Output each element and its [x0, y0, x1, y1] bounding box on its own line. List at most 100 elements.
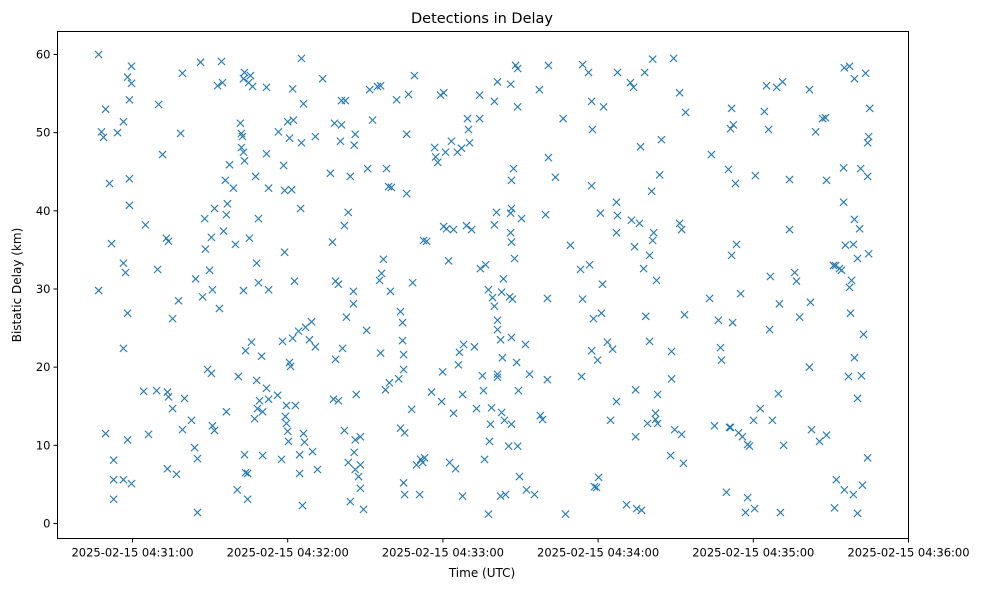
- data-point: [844, 372, 853, 381]
- data-point: [840, 63, 849, 72]
- data-point: [337, 96, 346, 105]
- data-point: [94, 50, 103, 59]
- data-point: [724, 165, 733, 174]
- data-point: [726, 124, 735, 133]
- data-point: [363, 164, 372, 173]
- data-point: [653, 419, 662, 428]
- data-point: [311, 132, 320, 141]
- data-point: [608, 345, 617, 354]
- x-tick-label: 2025-02-15 04:36:00: [847, 546, 969, 560]
- data-point: [847, 276, 856, 285]
- data-point: [398, 318, 407, 327]
- data-point: [277, 455, 286, 464]
- data-point: [99, 133, 108, 142]
- data-point: [246, 71, 255, 80]
- data-point: [213, 81, 222, 90]
- data-point: [336, 137, 345, 146]
- data-point: [645, 337, 654, 346]
- data-point: [247, 338, 256, 347]
- data-point: [101, 105, 110, 114]
- data-point: [818, 114, 827, 123]
- data-point: [626, 78, 635, 87]
- data-point: [280, 248, 289, 257]
- data-point: [846, 309, 855, 318]
- data-point: [508, 295, 517, 304]
- data-point: [340, 221, 349, 230]
- data-point: [454, 360, 463, 369]
- data-point: [241, 468, 250, 477]
- data-point: [305, 335, 314, 344]
- data-point: [458, 390, 467, 399]
- data-point: [486, 420, 495, 429]
- data-point: [264, 285, 273, 294]
- data-point: [839, 198, 848, 207]
- data-point: [521, 340, 530, 349]
- data-point: [396, 307, 405, 316]
- data-point: [577, 372, 586, 381]
- data-point: [655, 170, 664, 179]
- data-point: [296, 204, 305, 213]
- data-point: [193, 454, 202, 463]
- data-point: [163, 464, 172, 473]
- data-point: [481, 260, 490, 269]
- data-point: [622, 500, 631, 509]
- data-point: [294, 327, 303, 336]
- data-point: [330, 119, 339, 128]
- data-point: [506, 228, 515, 237]
- data-point: [725, 423, 734, 432]
- data-point: [109, 475, 118, 484]
- data-point: [490, 302, 499, 311]
- data-point: [856, 164, 865, 173]
- data-point: [430, 143, 439, 152]
- data-point: [606, 416, 615, 425]
- y-tick-label: 50: [36, 126, 51, 140]
- data-point: [178, 69, 187, 78]
- data-point: [732, 240, 741, 249]
- data-point: [566, 241, 575, 250]
- data-point: [651, 409, 660, 418]
- y-axis: 0 10 20 30 40 50 60: [36, 47, 58, 530]
- data-point: [419, 236, 428, 245]
- data-point: [412, 460, 421, 469]
- data-point: [377, 269, 386, 278]
- data-point: [863, 172, 872, 181]
- data-point: [109, 456, 118, 465]
- data-point: [255, 396, 264, 405]
- data-point: [127, 79, 136, 88]
- data-point: [648, 236, 657, 245]
- data-point: [497, 288, 506, 297]
- data-point: [792, 277, 801, 286]
- data-point: [805, 85, 814, 94]
- data-point: [731, 179, 740, 188]
- data-point: [525, 370, 534, 379]
- data-point: [512, 358, 521, 367]
- data-point: [433, 158, 442, 167]
- data-point: [707, 150, 716, 159]
- data-point: [254, 214, 263, 223]
- data-point: [493, 373, 502, 382]
- data-point: [768, 416, 777, 425]
- plot-frame: [57, 31, 909, 539]
- data-point: [496, 492, 505, 501]
- data-point: [587, 181, 596, 190]
- data-point: [830, 503, 839, 512]
- data-point: [338, 344, 347, 353]
- data-point: [291, 401, 300, 410]
- data-point: [307, 317, 316, 326]
- data-point: [514, 386, 523, 395]
- data-point: [592, 483, 601, 492]
- data-point: [669, 54, 678, 63]
- x-tick-label: 2025-02-15 04:34:00: [537, 546, 659, 560]
- data-point: [207, 233, 216, 242]
- data-point: [356, 432, 365, 441]
- data-point: [447, 137, 456, 146]
- data-point: [463, 114, 472, 123]
- data-point: [643, 419, 652, 428]
- data-point: [588, 125, 597, 134]
- data-point: [168, 404, 177, 413]
- data-point: [178, 425, 187, 434]
- data-point: [594, 473, 603, 482]
- data-point: [500, 416, 509, 425]
- data-point: [342, 313, 351, 322]
- data-point: [125, 174, 134, 183]
